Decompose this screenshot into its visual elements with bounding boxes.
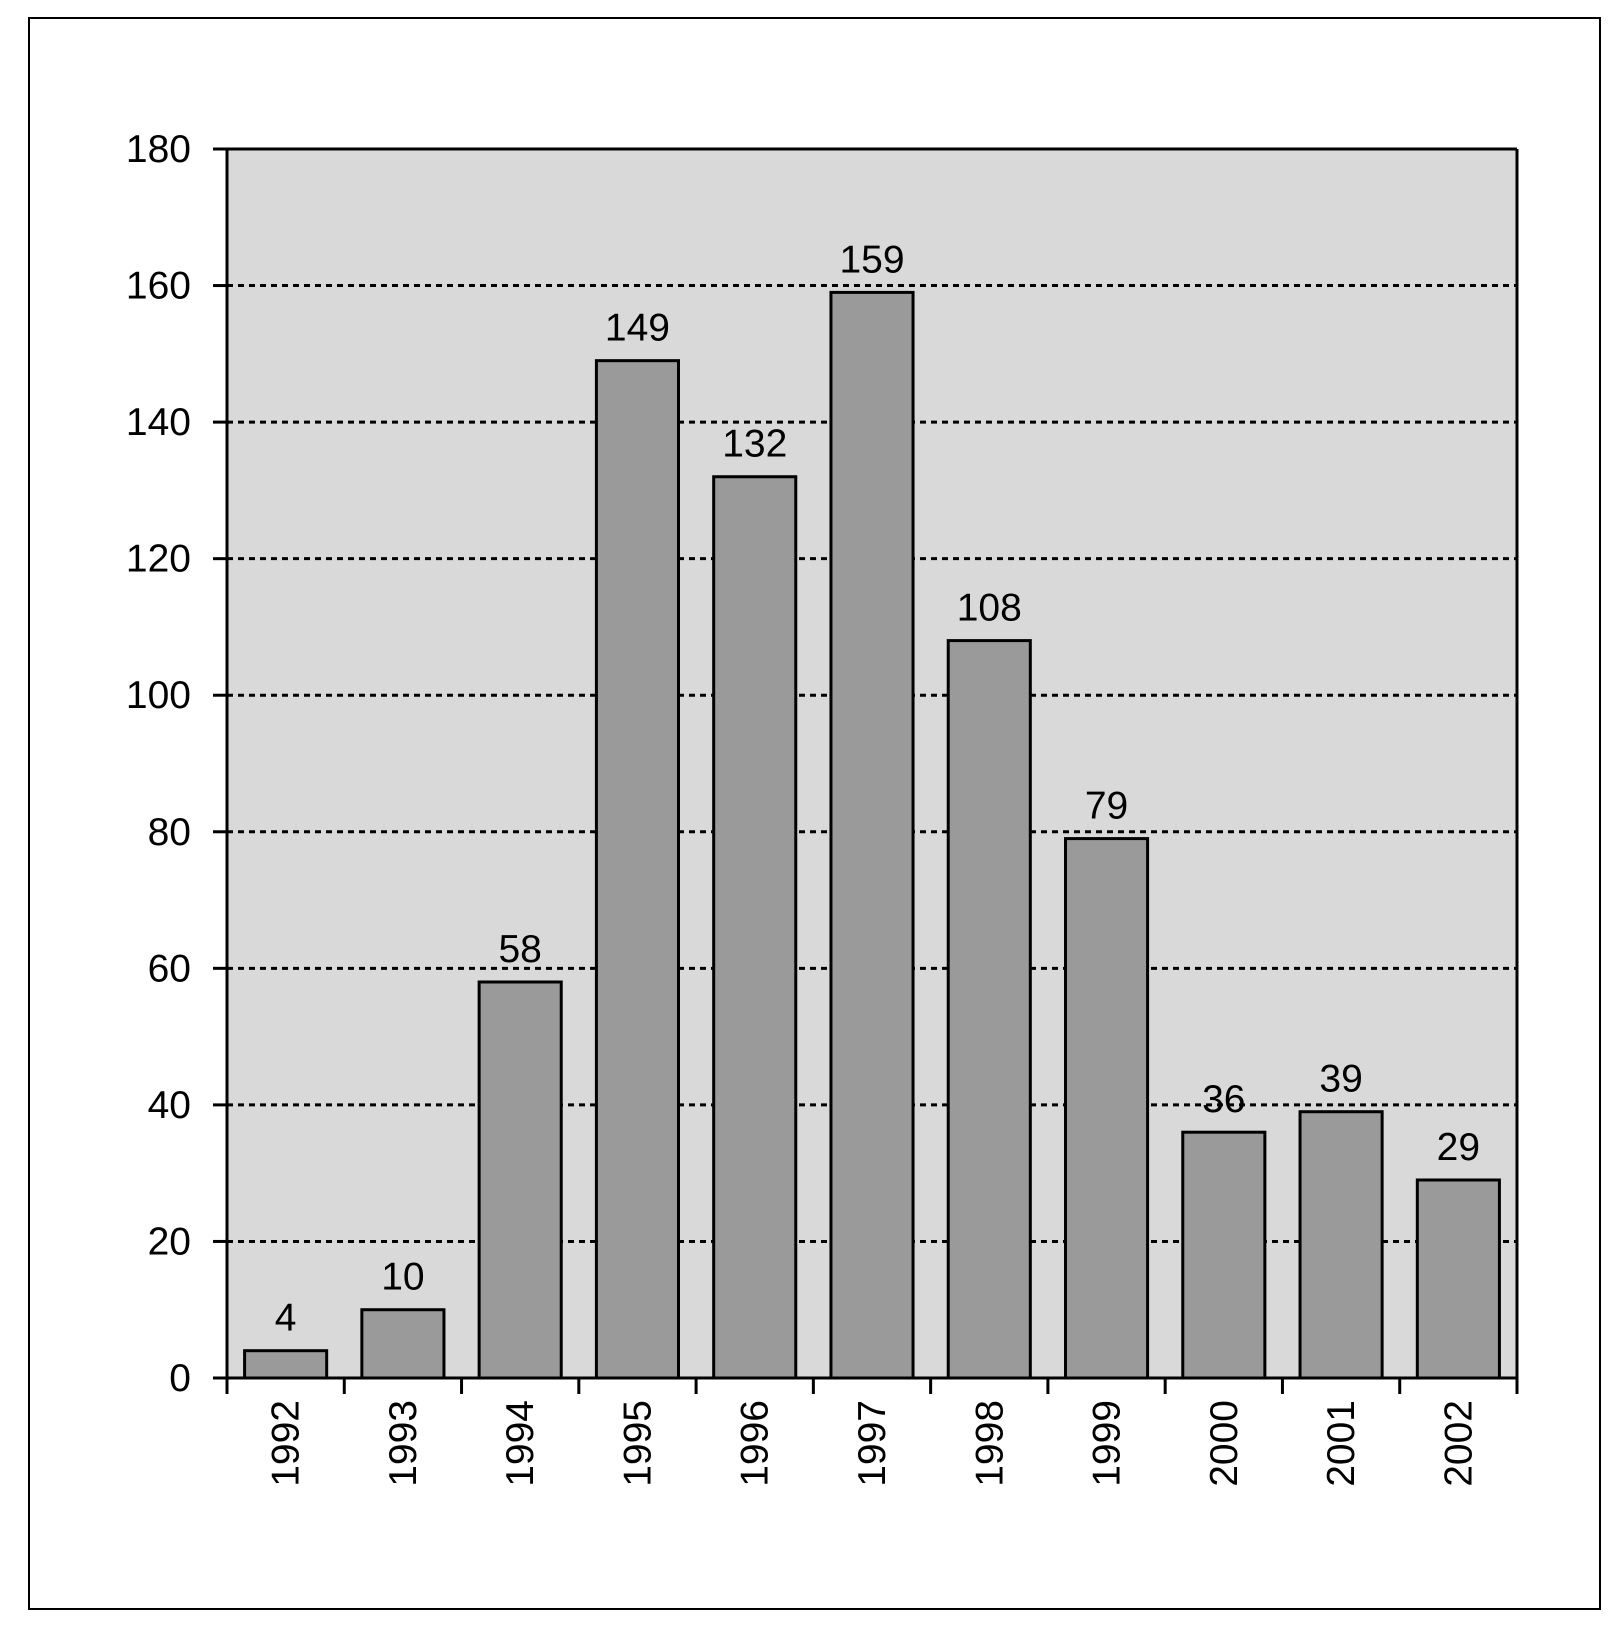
y-tick-label-40: 40 [148,1084,191,1127]
x-tick-label-2002: 2002 [1437,1400,1480,1487]
x-tick-label-1998: 1998 [968,1400,1011,1487]
data-label-1992: 4 [275,1297,297,1340]
data-label-2002: 29 [1437,1126,1480,1169]
x-tick-labels: 1992 1993 1994 1995 1996 1997 1998 1999 2000 2001… [265,1400,1481,1487]
bar-1999 [1064,837,1150,1380]
data-label-1994: 58 [498,928,541,971]
y-tick-labels: 0 20 40 60 80 100 120 140 160 180 [126,128,191,1400]
y-tick-label-0: 0 [169,1357,191,1400]
data-label-2000: 36 [1202,1078,1245,1121]
y-tick-label-100: 100 [126,674,191,717]
bar-1996 [712,475,798,1380]
data-label-1996: 132 [722,423,787,466]
data-label-1995: 149 [605,307,670,350]
data-label-1999: 79 [1085,785,1128,828]
bar-2002 [1415,1178,1501,1380]
x-tick-label-1994: 1994 [499,1400,542,1487]
y-tick-label-20: 20 [148,1220,191,1263]
y-tick-label-140: 140 [126,401,191,444]
y-tick-label-80: 80 [148,811,191,854]
bar-1998 [946,639,1032,1380]
data-labels: 4 10 58 149 132 159 108 79 36 39 29 [275,238,1480,1339]
x-tick-label-1999: 1999 [1086,1400,1129,1487]
x-tick-label-2001: 2001 [1320,1400,1363,1487]
x-tick-label-1996: 1996 [734,1400,777,1487]
bar-1995 [594,359,681,1380]
y-tick-label-180: 180 [126,128,191,171]
bar-1992 [243,1349,329,1380]
x-tick-label-1997: 1997 [851,1400,894,1487]
data-label-1998: 108 [957,587,1022,630]
y-tick-label-60: 60 [148,947,191,990]
x-tick-label-1992: 1992 [265,1400,308,1487]
gridlines [227,284,1517,1243]
bar-2001 [1298,1110,1384,1380]
bar-2000 [1181,1130,1267,1380]
bar-1993 [360,1308,446,1380]
data-label-1997: 159 [839,238,904,281]
x-tick-label-2000: 2000 [1203,1400,1246,1487]
x-tick-label-1993: 1993 [382,1400,425,1487]
x-tick-label-1995: 1995 [616,1400,659,1487]
data-label-1993: 10 [381,1256,424,1299]
y-tick-label-120: 120 [126,538,191,581]
bar-1997 [829,290,915,1380]
axes [213,147,1519,1394]
data-label-2001: 39 [1319,1058,1362,1101]
bar-1994 [477,980,563,1380]
y-tick-label-160: 160 [126,265,191,308]
